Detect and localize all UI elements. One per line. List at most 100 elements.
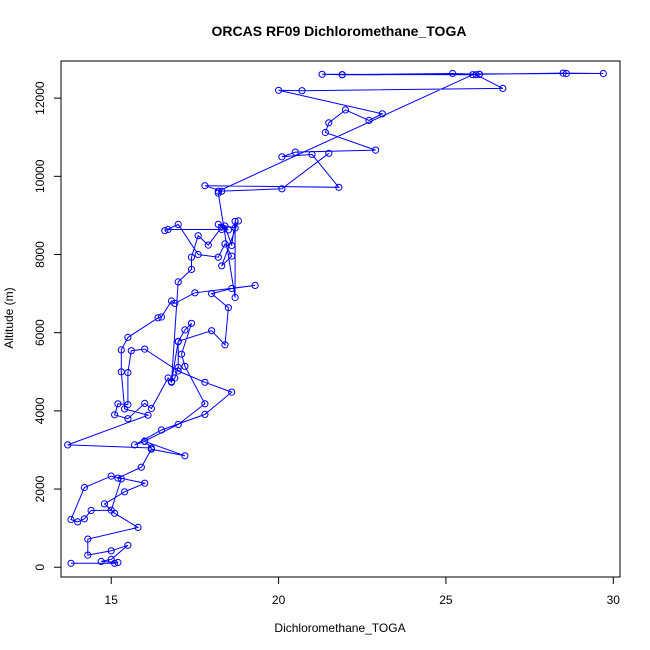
- data-point: [134, 523, 142, 532]
- data-point: [251, 281, 259, 289]
- data-point: [234, 217, 242, 225]
- x-tick-label: 30: [607, 593, 621, 607]
- data-point: [278, 185, 286, 193]
- data-point: [141, 345, 149, 353]
- data-point: [341, 106, 350, 114]
- data-point: [214, 189, 222, 197]
- data-point: [141, 399, 149, 407]
- data-point: [141, 479, 149, 487]
- series-layer: [64, 69, 607, 567]
- data-point: [114, 474, 122, 482]
- data-point: [87, 506, 95, 515]
- data-point: [174, 367, 182, 375]
- data-point: [194, 250, 202, 259]
- data-point: [298, 87, 306, 95]
- data-point: [291, 148, 299, 156]
- data-point: [174, 338, 182, 346]
- data-point: [147, 444, 155, 452]
- data-point: [67, 515, 75, 524]
- data-point: [114, 558, 122, 567]
- data-point: [469, 71, 477, 79]
- x-axis: 15 20 25 30: [105, 576, 621, 607]
- data-point: [562, 69, 571, 78]
- data-point: [187, 265, 196, 273]
- data-point: [378, 110, 386, 118]
- data-point: [204, 241, 212, 249]
- data-point: [372, 146, 380, 154]
- data-point: [111, 411, 119, 419]
- data-point: [231, 293, 239, 302]
- data-point: [365, 116, 373, 125]
- data-point: [157, 426, 165, 434]
- data-point: [201, 182, 209, 190]
- data-point: [74, 518, 82, 526]
- data-point: [174, 220, 182, 228]
- data-point: [117, 475, 125, 483]
- data-point: [599, 69, 607, 78]
- data-point: [228, 388, 236, 396]
- data-point: [201, 410, 209, 418]
- data-point: [144, 411, 152, 419]
- data-point: [187, 253, 196, 261]
- data-point: [107, 506, 115, 514]
- y-tick-label: 10000: [33, 159, 47, 193]
- data-point: [221, 341, 229, 349]
- data-point: [221, 240, 229, 248]
- data-point: [214, 220, 222, 228]
- data-point: [67, 559, 75, 567]
- data-point: [167, 297, 176, 305]
- data-point: [475, 70, 483, 78]
- x-tick-label: 15: [105, 593, 119, 607]
- data-point: [167, 377, 176, 386]
- data-point: [64, 441, 72, 449]
- data-point: [107, 547, 115, 555]
- data-point: [181, 362, 189, 370]
- data-point: [157, 313, 165, 321]
- data-point: [449, 69, 457, 78]
- data-point: [114, 400, 122, 408]
- data-point: [228, 284, 236, 293]
- data-point: [275, 86, 283, 94]
- data-point: [214, 253, 222, 261]
- data-point: [308, 150, 316, 158]
- data-point: [131, 441, 139, 449]
- data-point: [321, 128, 329, 137]
- data-point: [124, 415, 132, 423]
- y-axis: 0 2000 4000 6000 8000 10000 12000: [33, 81, 62, 571]
- y-tick-label: 6000: [33, 319, 47, 346]
- data-point: [177, 350, 186, 358]
- data-point: [218, 187, 226, 195]
- data-point: [228, 241, 236, 250]
- data-point: [121, 488, 129, 496]
- data-point: [137, 463, 145, 471]
- y-tick-label: 4000: [33, 397, 47, 424]
- data-point: [174, 420, 182, 429]
- data-point: [141, 437, 149, 445]
- data-point: [84, 535, 92, 543]
- data-point: [335, 183, 343, 191]
- data-point: [124, 541, 132, 549]
- data-point: [80, 515, 89, 523]
- data-point: [164, 225, 172, 234]
- data-point: [214, 187, 222, 195]
- y-tick-label: 8000: [33, 241, 47, 268]
- data-point: [201, 378, 209, 386]
- series-line: [67, 72, 604, 564]
- data-point: [80, 483, 89, 492]
- data-point: [117, 346, 125, 354]
- chart-title: ORCAS RF09 Dichloromethane_TOGA: [212, 23, 467, 39]
- data-point: [499, 84, 507, 93]
- data-point: [338, 71, 346, 79]
- y-tick-label: 12000: [33, 81, 47, 115]
- data-point: [124, 333, 132, 341]
- data-point: [127, 347, 135, 355]
- data-point: [187, 319, 196, 327]
- data-point: [208, 290, 216, 298]
- data-point: [174, 363, 182, 372]
- data-point: [121, 405, 129, 413]
- data-point: [117, 368, 125, 376]
- data-point: [201, 400, 209, 408]
- data-point: [278, 153, 286, 161]
- data-point: [318, 70, 326, 78]
